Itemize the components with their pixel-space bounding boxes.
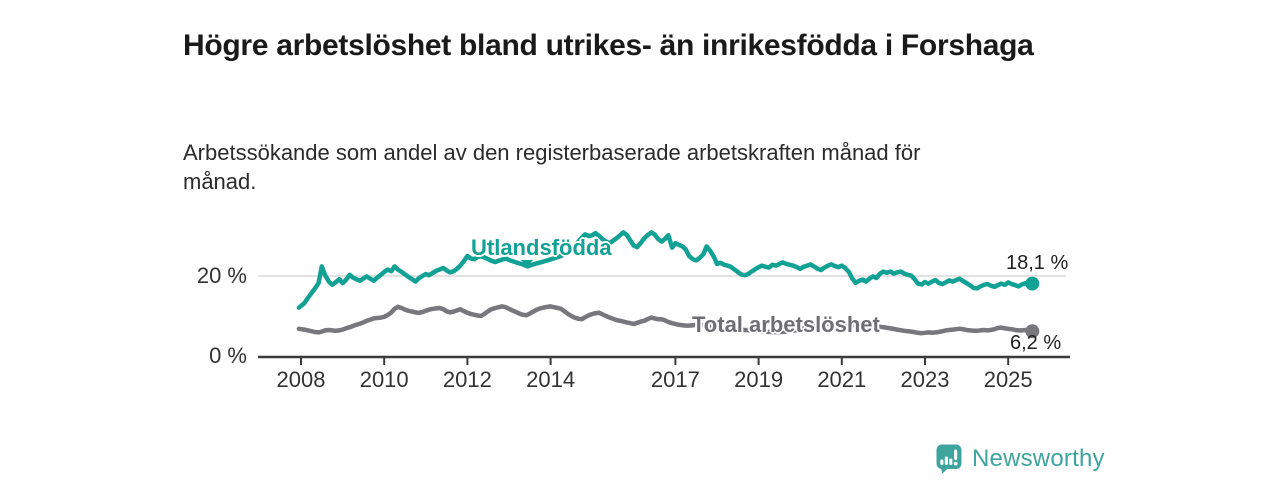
series-label-utlandsfodda: Utlandsfödda [471,235,612,260]
series-label-total-arbetsloshet: Total arbetslöshet [692,312,880,337]
y-tick-label-0: 0 % [209,343,247,368]
y-tick-label-20: 20 % [196,263,247,288]
end-value-label-utlandsfodda: 18,1 % [1006,252,1069,274]
page-title: Högre arbetslöshet bland utrikes- än inr… [183,29,1034,63]
x-tick-label-2019: 2019 [734,367,784,392]
series-line-total [296,304,1035,336]
chart-subtitle: Arbetssökande som andel av den registerb… [183,140,921,195]
label-pointer-triangle-icon [521,260,533,267]
x-tick-label-2021: 2021 [817,367,867,392]
newsworthy-logo-text: Newsworthy [972,445,1105,472]
newsworthy-branding: Newsworthy [936,444,1105,474]
series-end-dot-total [1025,324,1040,339]
x-tick-label-2017: 2017 [650,367,700,392]
end-value-label-total: 6,2 % [1010,332,1062,354]
series-line-utlandsfodda [296,230,1035,310]
x-tick-label-2025: 2025 [983,367,1033,392]
x-tick-label-2008: 2008 [276,367,326,392]
series-end-dot-utlandsfodda [1025,276,1040,291]
x-tick-label-2023: 2023 [900,367,950,392]
x-tick-label-2012: 2012 [442,367,492,392]
x-tick-label-2010: 2010 [359,367,409,392]
x-tick-label-2014: 2014 [526,367,576,392]
newsworthy-speech-bubble-bar-chart-icon [936,444,962,474]
